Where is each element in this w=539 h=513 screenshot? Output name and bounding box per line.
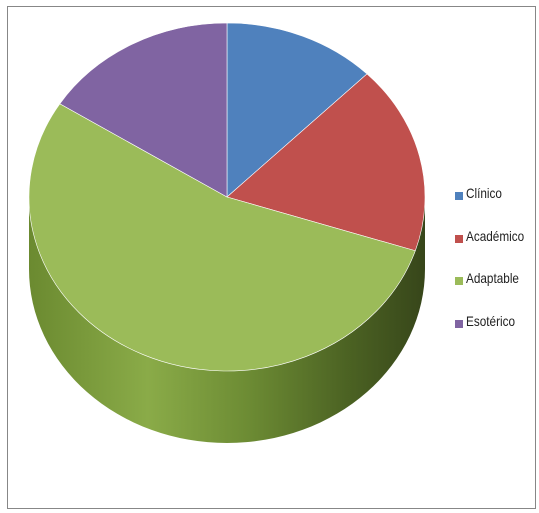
pie-side-wall: [29, 197, 425, 443]
legend: Clínico Académico Adaptable Esotérico: [447, 185, 537, 357]
legend-item: Esotérico: [447, 313, 537, 357]
pie-slice-clinico: [226, 22, 368, 198]
pie-slice-esoterico: [59, 22, 228, 198]
legend-item: Adaptable: [447, 270, 537, 314]
legend-swatch: [455, 320, 463, 329]
legend-label: Académico: [466, 227, 525, 244]
pie-side-layer: [29, 197, 425, 443]
legend-swatch: [455, 192, 463, 200]
legend-label: Clínico: [466, 185, 502, 201]
pie-top-layer: [28, 22, 426, 372]
legend-swatch: [455, 277, 463, 286]
pie-slice-adaptable: [28, 103, 416, 372]
legend-item: Académico: [447, 227, 537, 272]
pie-slice-academico: [226, 73, 426, 252]
legend-item: Clínico: [447, 185, 537, 229]
legend-swatch: [455, 234, 463, 243]
legend-label: Adaptable: [466, 270, 519, 287]
legend-label: Esotérico: [466, 313, 516, 330]
